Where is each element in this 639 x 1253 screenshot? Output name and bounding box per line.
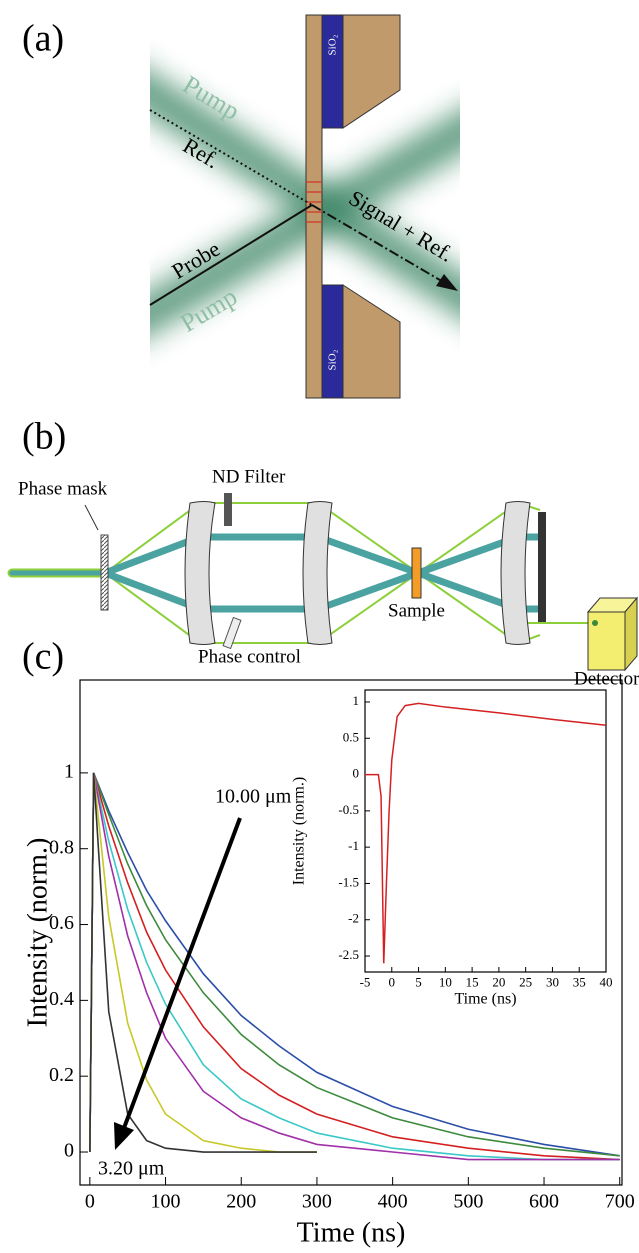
label: Phase mask — [18, 478, 108, 499]
detector — [624, 596, 638, 672]
annotation: 3.20 μm — [98, 1158, 165, 1180]
substrate — [342, 284, 401, 399]
x-tick-label: 400 — [378, 1191, 408, 1213]
signal-beam — [311, 204, 446, 284]
data-line — [89, 772, 620, 1157]
substrate — [342, 14, 401, 129]
x-tick-label: 700 — [605, 1191, 635, 1213]
annotation-arrow-head — [114, 1122, 134, 1150]
y-tick-label: -1 — [348, 838, 359, 853]
leader — [84, 504, 99, 531]
x-tick-label: 15 — [466, 975, 479, 990]
x-tick-label: 100 — [151, 1191, 181, 1213]
x-tick-label: 0 — [85, 1191, 95, 1213]
x-tick-label: 0 — [389, 975, 396, 990]
data-line — [89, 772, 317, 1153]
y-tick-label: -1.5 — [338, 874, 359, 889]
sio2-block — [321, 284, 344, 399]
y-axis-label: Intensity (norm.) — [291, 777, 308, 885]
data-line — [89, 772, 620, 1161]
sample — [411, 547, 422, 599]
y-tick-label: -2.5 — [338, 947, 359, 962]
lens — [184, 501, 216, 645]
x-tick-label: 25 — [519, 975, 532, 990]
x-tick-label: 200 — [226, 1191, 256, 1213]
data-line — [89, 772, 620, 1161]
y-tick-label: 0 — [353, 766, 360, 781]
y-axis-label: Intensity (norm.) — [22, 838, 53, 1028]
data-line — [365, 702, 607, 964]
lens — [500, 501, 531, 645]
data-line — [89, 772, 317, 1153]
label: Detector — [574, 668, 639, 689]
data-line — [89, 772, 620, 1161]
label: ND Filter — [212, 466, 286, 487]
phase-plate — [222, 616, 242, 650]
x-axis-label: Time (ns) — [454, 991, 516, 1008]
y-tick-label: -0.5 — [338, 802, 359, 817]
panel-label: (a) — [22, 18, 64, 60]
plot-frame — [79, 679, 623, 1186]
y-tick-label: 0.6 — [49, 912, 74, 934]
phase-mask — [100, 534, 109, 611]
y-tick-label: 0 — [64, 1140, 74, 1162]
y-tick-label: 0.5 — [343, 729, 359, 744]
label: Phase control — [198, 646, 301, 667]
data-line — [89, 772, 620, 1157]
sio2-label: SiO₂ — [327, 34, 339, 55]
y-tick-label: 0.2 — [49, 1064, 74, 1086]
panel-label: (b) — [22, 416, 66, 458]
lens — [302, 501, 333, 645]
x-tick-label: -5 — [360, 975, 371, 990]
y-tick-label: -2 — [348, 911, 359, 926]
x-tick-label: 35 — [573, 975, 586, 990]
y-tick-label: 0.4 — [49, 988, 74, 1010]
x-tick-label: 600 — [529, 1191, 559, 1213]
beam-block — [538, 512, 546, 622]
arrow-head — [436, 274, 458, 291]
fringes — [306, 181, 322, 223]
sio2-block — [321, 14, 344, 129]
x-tick-label: 5 — [415, 975, 422, 990]
x-axis-label: Time (ns) — [297, 1217, 406, 1248]
y-tick-label: 0.8 — [49, 836, 74, 858]
label: Sample — [388, 600, 445, 621]
nd-filter — [224, 493, 232, 526]
x-tick-label: 20 — [492, 975, 505, 990]
ref-beam — [149, 109, 313, 206]
panel-label: (c) — [22, 636, 64, 678]
plot-frame — [364, 689, 607, 973]
inset-background — [365, 690, 606, 972]
annotation-arrow — [122, 817, 242, 1129]
x-tick-label: 10 — [439, 975, 452, 990]
annotation: 10.00 μm — [215, 786, 292, 808]
y-tick-label: 1 — [353, 693, 360, 708]
x-tick-label: 300 — [302, 1191, 332, 1213]
x-tick-label: 500 — [453, 1191, 483, 1213]
probe-beam — [149, 204, 313, 306]
x-tick-label: 40 — [600, 975, 613, 990]
sio2-label: SiO₂ — [327, 349, 339, 370]
x-tick-label: 30 — [546, 975, 559, 990]
detector-port — [592, 620, 598, 626]
y-tick-label: 1 — [64, 760, 74, 782]
